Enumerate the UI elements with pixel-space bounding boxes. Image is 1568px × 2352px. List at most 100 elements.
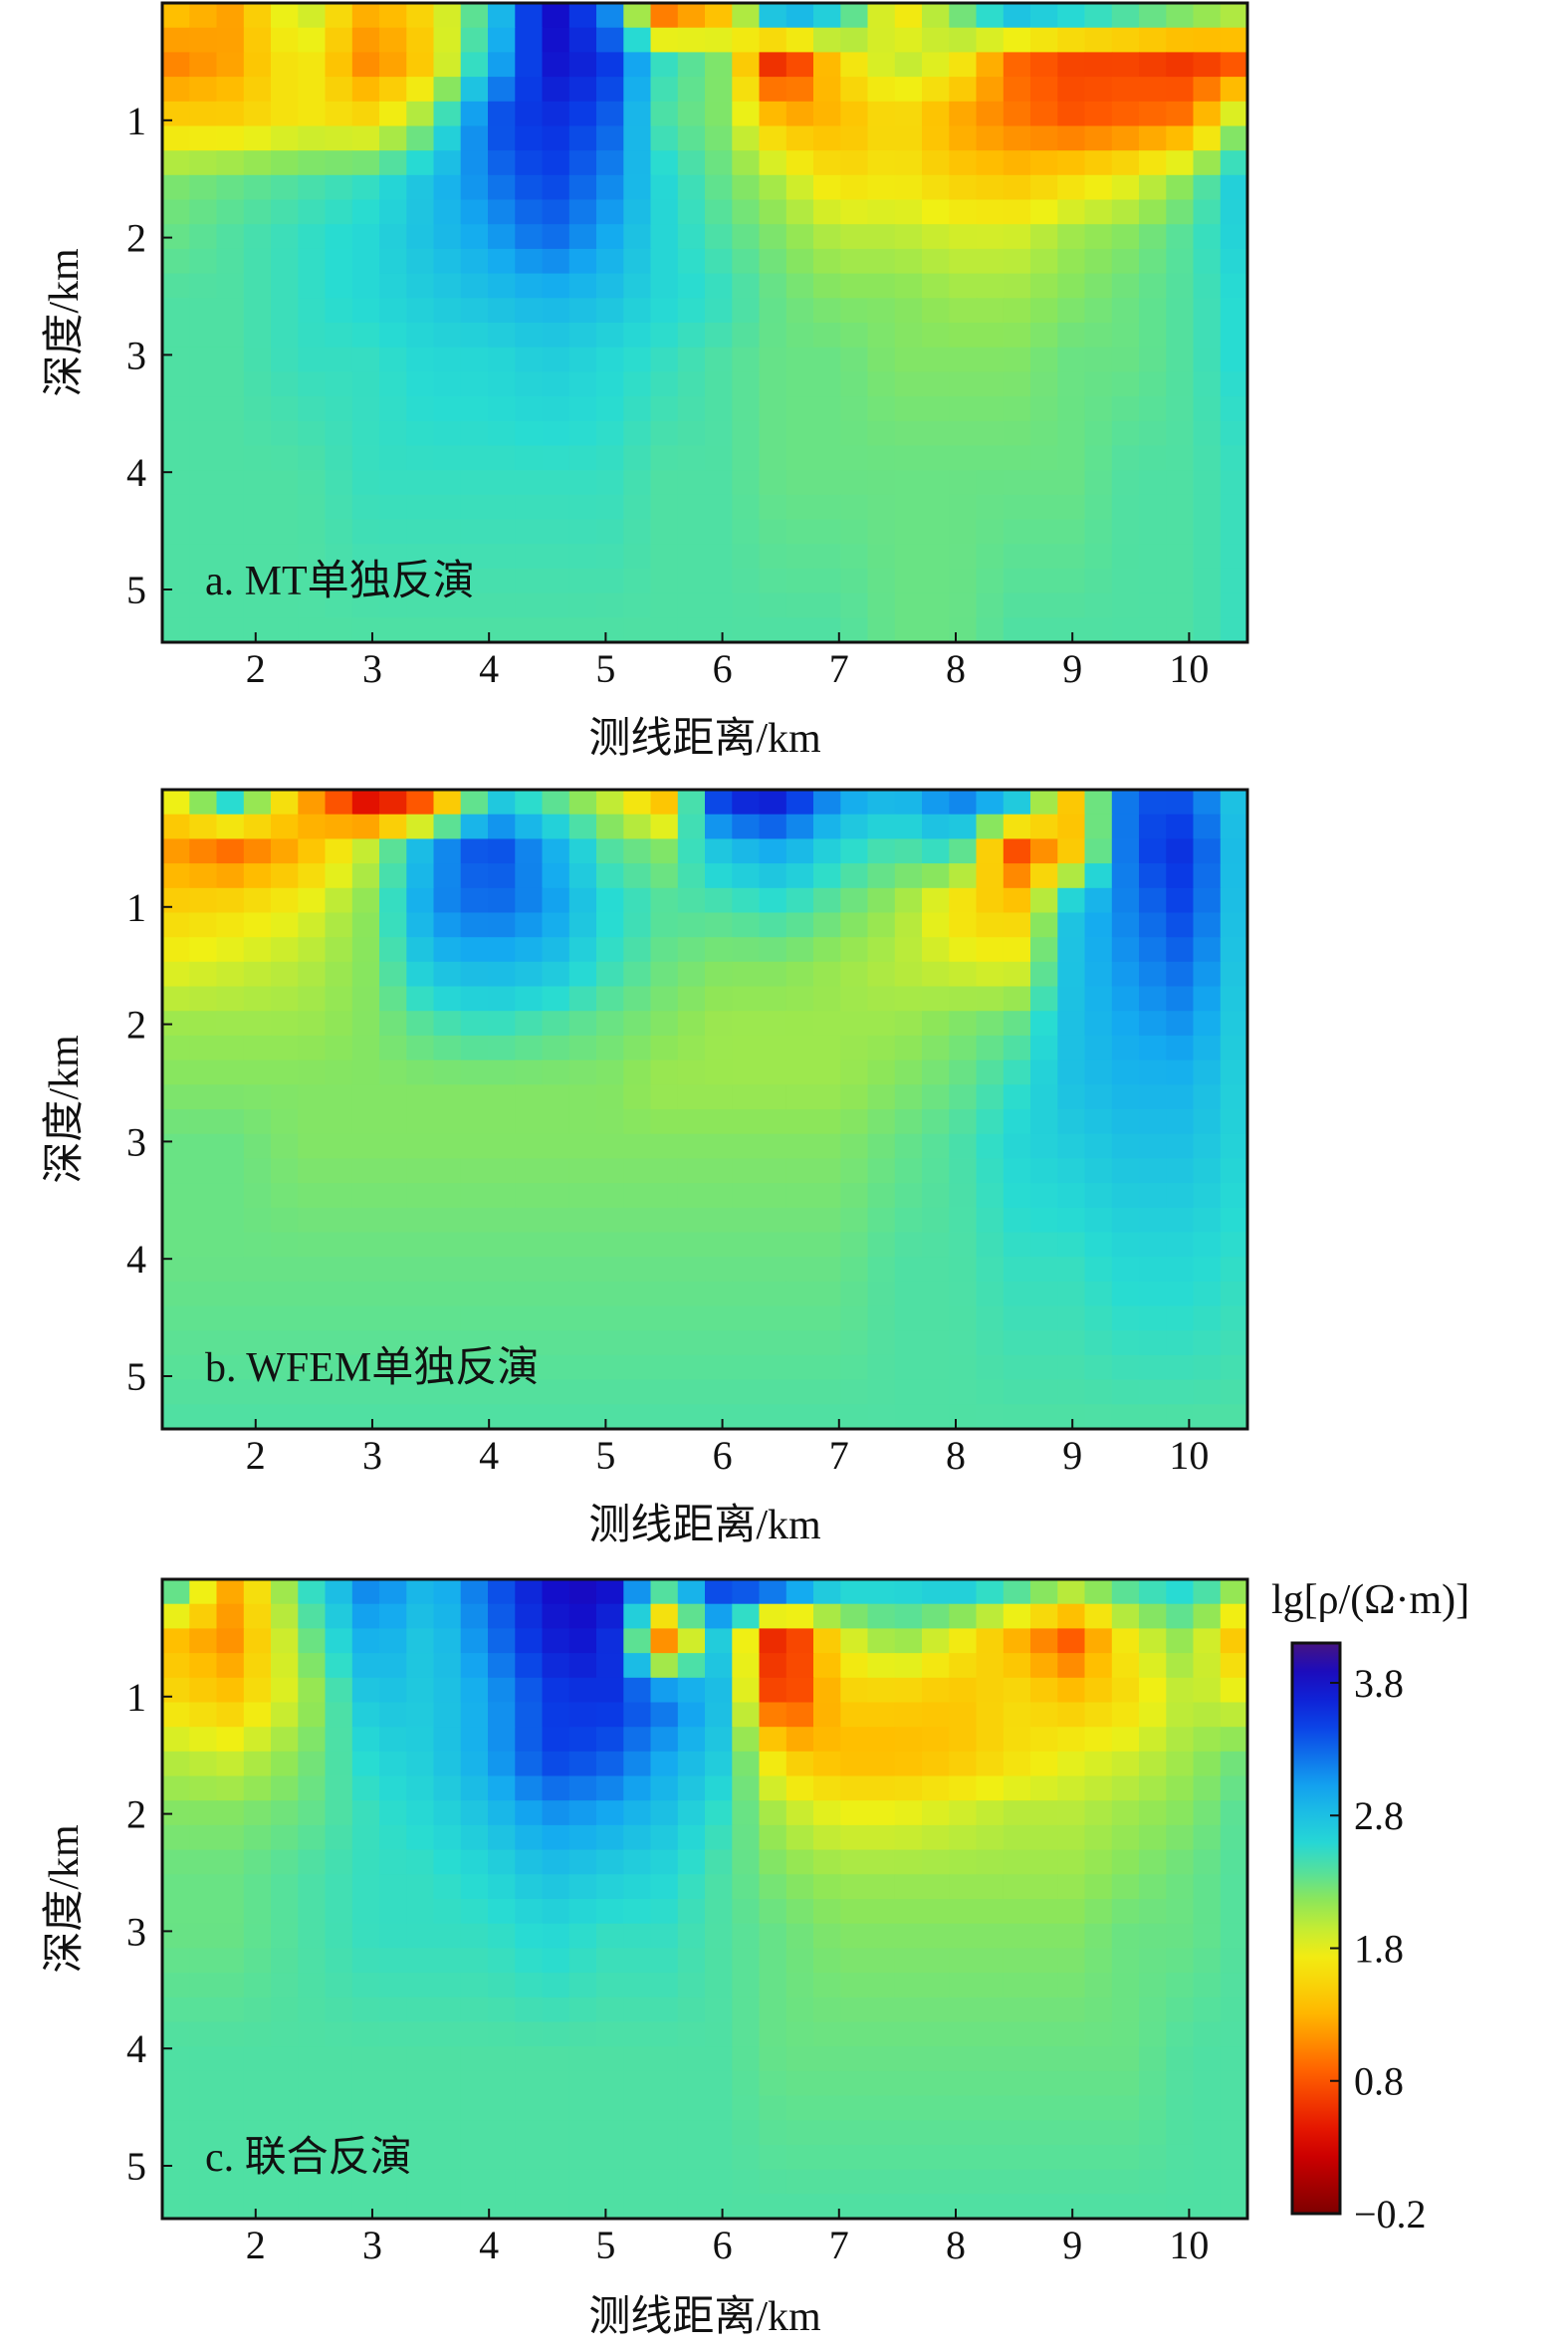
heatmap-cell xyxy=(243,199,272,225)
heatmap-cell xyxy=(1166,1207,1195,1234)
heatmap-cell xyxy=(325,1727,353,1753)
heatmap-cell xyxy=(433,986,462,1012)
heatmap-cell xyxy=(976,1603,1005,1630)
heatmap-cell xyxy=(1084,961,1113,988)
x-tick-label: 9 xyxy=(1062,1433,1082,1478)
heatmap-cell xyxy=(1139,1305,1168,1331)
heatmap-cell xyxy=(488,1849,517,1876)
heatmap-cell xyxy=(216,1727,245,1753)
heatmap-cell xyxy=(1220,1330,1248,1356)
heatmap-cell xyxy=(732,2095,761,2121)
heatmap-cell xyxy=(515,1305,544,1331)
heatmap-cell xyxy=(840,2070,869,2097)
heatmap-cell xyxy=(488,1011,517,1037)
heatmap-cell xyxy=(568,2120,597,2146)
heatmap-cell xyxy=(325,2144,353,2171)
heatmap-cell xyxy=(813,814,842,840)
heatmap-cell xyxy=(1220,323,1248,349)
heatmap-cell xyxy=(271,1727,300,1753)
heatmap-cell xyxy=(867,2194,896,2220)
heatmap-cell xyxy=(271,1035,300,1061)
heatmap-cell xyxy=(460,3,489,29)
heatmap-cell xyxy=(460,273,489,300)
heatmap-cell xyxy=(162,1330,191,1356)
heatmap-cell xyxy=(460,174,489,201)
heatmap-cell xyxy=(623,1824,652,1851)
heatmap-cell xyxy=(1166,125,1195,151)
heatmap-cell xyxy=(1003,838,1031,864)
heatmap-cell xyxy=(596,592,625,619)
heatmap-cell xyxy=(840,1973,869,1999)
heatmap-cell xyxy=(243,2120,272,2146)
y-tick-label: 3 xyxy=(126,1119,146,1164)
heatmap-cell xyxy=(298,1305,327,1331)
heatmap-cell xyxy=(515,420,544,447)
heatmap-cell xyxy=(189,101,218,127)
heatmap-cell xyxy=(351,1232,380,1258)
heatmap-cell xyxy=(460,420,489,447)
heatmap-cell xyxy=(1003,2095,1031,2121)
heatmap-cell xyxy=(406,1775,435,1801)
heatmap-cell xyxy=(732,887,761,914)
heatmap-cell xyxy=(650,1133,679,1160)
heatmap-cell xyxy=(216,1305,245,1331)
heatmap-cell xyxy=(840,1628,869,1654)
colorbar-ticks: 3.82.81.80.8−0.2 xyxy=(1330,1661,1427,2236)
heatmap-cell xyxy=(351,1677,380,1704)
heatmap-cell xyxy=(243,986,272,1012)
heatmap-cell xyxy=(759,470,787,496)
heatmap-cell xyxy=(542,1404,570,1430)
heatmap-cell xyxy=(976,1579,1005,1605)
heatmap-cell xyxy=(650,273,679,300)
heatmap-cell xyxy=(460,494,489,521)
heatmap-cell xyxy=(542,420,570,447)
heatmap-cell xyxy=(1030,1133,1059,1160)
heatmap-cell xyxy=(1084,2120,1113,2146)
heatmap-cell xyxy=(1003,396,1031,422)
heatmap-cell xyxy=(623,961,652,988)
heatmap-cell xyxy=(650,1330,679,1356)
heatmap-cell xyxy=(759,1354,787,1381)
heatmap-cell xyxy=(650,1997,679,2023)
heatmap-cell xyxy=(433,1354,462,1381)
heatmap-cell xyxy=(596,27,625,54)
heatmap-cell xyxy=(271,371,300,397)
heatmap-cell xyxy=(460,1579,489,1605)
heatmap-cell xyxy=(189,396,218,422)
heatmap-cell xyxy=(325,1603,353,1630)
heatmap-cell xyxy=(298,1824,327,1851)
heatmap-cell xyxy=(568,1603,597,1630)
heatmap-c xyxy=(162,1579,1248,2220)
heatmap-cell xyxy=(1220,1379,1248,1406)
heatmap-cell xyxy=(298,2120,327,2146)
heatmap-cell xyxy=(406,27,435,54)
heatmap-cell xyxy=(949,1775,978,1801)
heatmap-cell xyxy=(406,1702,435,1728)
heatmap-cell xyxy=(894,1849,923,1876)
heatmap-cell xyxy=(677,396,706,422)
heatmap-cell xyxy=(351,1628,380,1654)
heatmap-cell xyxy=(1084,1354,1113,1381)
heatmap-cell xyxy=(243,1824,272,1851)
heatmap-cell xyxy=(1057,937,1086,963)
heatmap-cell xyxy=(677,1059,706,1086)
heatmap-cell xyxy=(922,27,951,54)
heatmap-cell xyxy=(162,101,191,127)
heatmap-cell xyxy=(650,371,679,397)
heatmap-cell xyxy=(515,298,544,324)
heatmap-cell xyxy=(406,1727,435,1753)
heatmap-cell xyxy=(460,1874,489,1900)
heatmap-cell xyxy=(568,1874,597,1900)
heatmap-cell xyxy=(840,1702,869,1728)
heatmap-cell xyxy=(379,2046,408,2072)
heatmap-cell xyxy=(298,1109,327,1135)
heatmap-cell xyxy=(623,125,652,151)
heatmap-cell xyxy=(623,150,652,176)
heatmap-cell xyxy=(867,1824,896,1851)
heatmap-cell xyxy=(650,814,679,840)
heatmap-cell xyxy=(1220,1158,1248,1184)
heatmap-cell xyxy=(433,52,462,78)
heatmap-cell xyxy=(650,1059,679,1086)
heatmap-cell xyxy=(1084,1702,1113,1728)
heatmap-cell xyxy=(732,470,761,496)
